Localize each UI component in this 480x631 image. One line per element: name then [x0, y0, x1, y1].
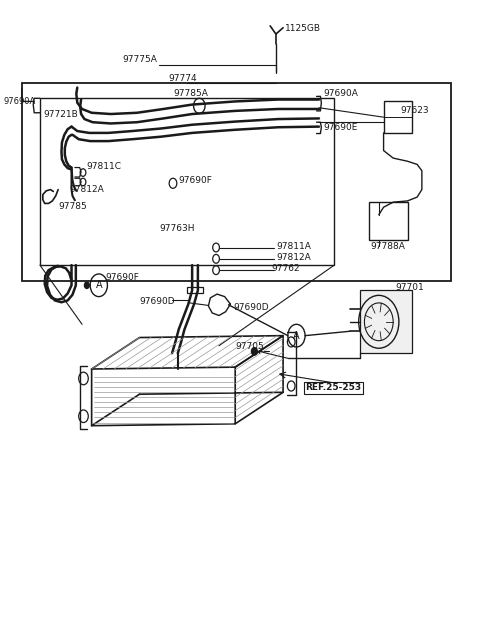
Text: 97690A: 97690A: [3, 97, 36, 106]
Text: 97701: 97701: [396, 283, 424, 292]
Text: 97690F: 97690F: [105, 273, 139, 282]
Text: 97811C: 97811C: [86, 162, 121, 171]
Bar: [22, 83, 451, 281]
Text: 97690E: 97690E: [324, 123, 358, 132]
Bar: [360, 290, 412, 353]
Text: 97762: 97762: [271, 264, 300, 273]
Bar: [369, 202, 408, 240]
Text: 97623: 97623: [400, 107, 429, 115]
Text: 97812A: 97812A: [69, 185, 104, 194]
Text: 97721B: 97721B: [44, 110, 79, 119]
Text: 97690D: 97690D: [140, 297, 175, 305]
Text: 97763H: 97763H: [159, 224, 195, 233]
Text: 97812A: 97812A: [276, 253, 311, 262]
Text: REF.25-253: REF.25-253: [305, 384, 361, 392]
Bar: [384, 102, 412, 133]
Text: 1125GB: 1125GB: [285, 24, 321, 33]
Circle shape: [252, 348, 257, 355]
Text: 97690F: 97690F: [179, 175, 213, 185]
Text: 97775A: 97775A: [123, 56, 157, 64]
Bar: [187, 287, 203, 293]
Text: 97690A: 97690A: [324, 90, 359, 98]
Text: 97788A: 97788A: [371, 242, 406, 251]
Text: 97690D: 97690D: [233, 303, 269, 312]
Bar: [40, 98, 334, 265]
Text: A: A: [96, 280, 102, 290]
Text: A: A: [293, 331, 300, 341]
Text: 97811A: 97811A: [276, 242, 311, 251]
Circle shape: [84, 282, 89, 288]
Text: 97785: 97785: [58, 202, 87, 211]
Text: 97705: 97705: [235, 343, 264, 351]
Text: 97785A: 97785A: [173, 89, 208, 98]
Text: 97774: 97774: [168, 74, 197, 83]
